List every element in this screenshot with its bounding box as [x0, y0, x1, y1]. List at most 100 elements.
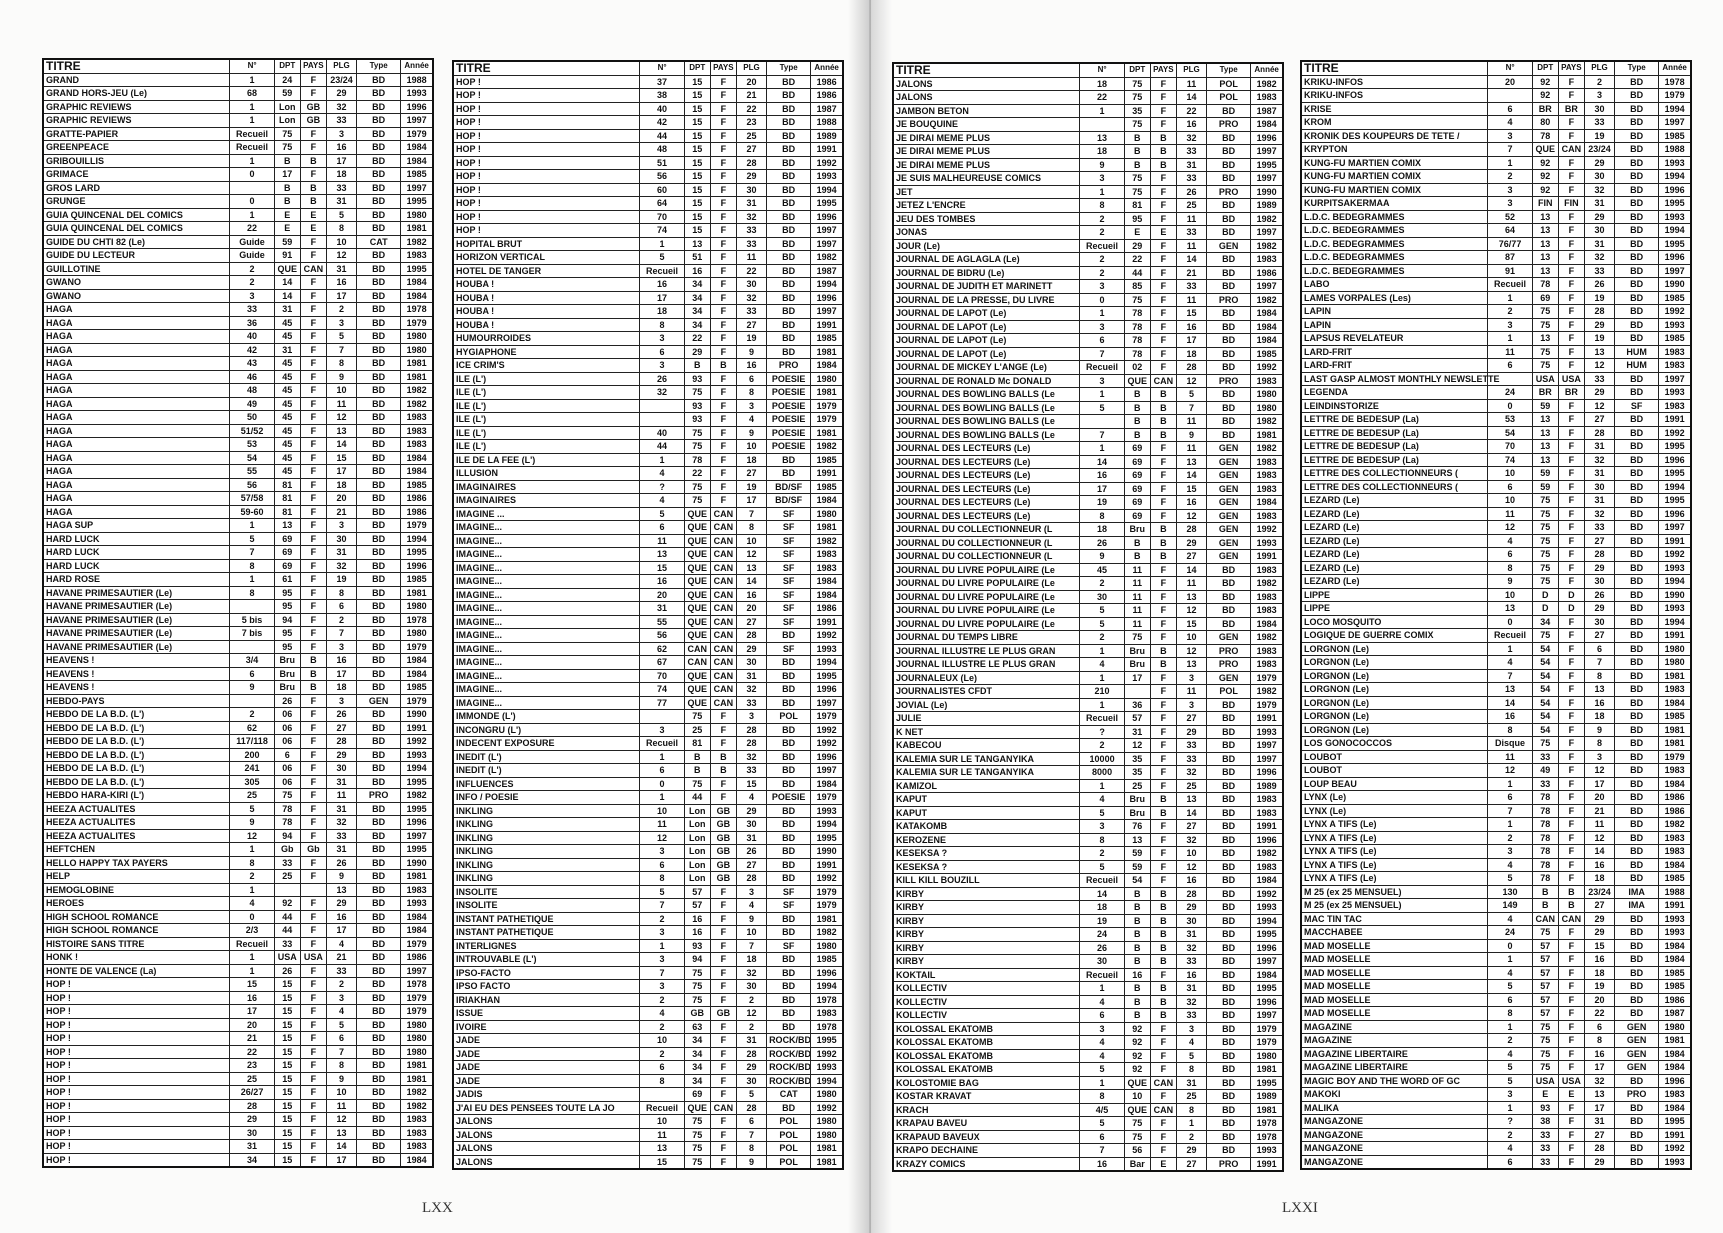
- entry-row: ILE (L') 93 F 3 POESIE 1979: [452, 398, 844, 413]
- cell: BD: [356, 1017, 402, 1032]
- cell: JOURNAL DU LIVRE POPULAIRE (Le: [892, 562, 1081, 577]
- cell: 7 bis: [229, 626, 275, 641]
- cell: HOTEL DE TANGER: [452, 263, 641, 278]
- cell: 1988: [810, 115, 844, 130]
- cell: BD: [766, 844, 812, 859]
- cell: LORGNON (Le): [1300, 709, 1489, 724]
- cell: 1983: [1250, 589, 1284, 604]
- entry-row: GRIMACE 0 17 F 18 BD 1985: [42, 167, 434, 182]
- cell: 14: [1175, 90, 1208, 105]
- cell: F: [1557, 763, 1585, 778]
- cell: F: [709, 331, 737, 346]
- cell: F: [1149, 481, 1177, 496]
- cell: LIPPE: [1300, 601, 1489, 616]
- cell: F: [709, 493, 737, 508]
- cell: 78: [1123, 319, 1151, 334]
- cell: LIPPE: [1300, 587, 1489, 602]
- cell: POESIE: [766, 371, 812, 386]
- cell: 13: [1175, 589, 1208, 604]
- cell: 54: [1531, 722, 1559, 737]
- cell: F: [1149, 117, 1177, 132]
- entry-row: MAGAZINE 1 75 F 6 GEN 1980: [1300, 1019, 1692, 1034]
- cell: BD: [766, 88, 812, 103]
- entry-row: LEZARD (Le) 9 75 F 30 BD 1994: [1300, 574, 1692, 589]
- entry-row: HEBDO DE LA B.D. (L') 2 06 F 26 BD 1990: [42, 707, 434, 722]
- cell: 29: [1583, 560, 1616, 575]
- cell: 1991: [1250, 549, 1284, 564]
- column-header: TITRE: [1300, 60, 1489, 76]
- cell: 19: [1079, 913, 1125, 928]
- cell: HAGA: [42, 329, 231, 344]
- cell: 06: [273, 720, 301, 735]
- cell: 2: [1079, 630, 1125, 645]
- cell: KOLLECTIV: [892, 981, 1081, 996]
- cell: 3: [325, 315, 358, 330]
- cell: HAGA: [42, 315, 231, 330]
- cell: 26: [1175, 184, 1208, 199]
- cell: BD: [1206, 130, 1252, 145]
- cell: SF: [766, 884, 812, 899]
- cell: 6: [1079, 333, 1125, 348]
- cell: F: [1149, 603, 1177, 618]
- cell: 1: [229, 153, 275, 168]
- cell: 75: [683, 439, 711, 454]
- cell: 8: [1079, 198, 1125, 213]
- cell: 3: [1487, 317, 1533, 332]
- cell: JADE: [452, 1073, 641, 1088]
- cell: CAN: [1557, 142, 1585, 157]
- cell: HOP !: [42, 1017, 231, 1032]
- cell: 15: [273, 1085, 301, 1100]
- cell: 19: [1583, 331, 1616, 346]
- cell: 13: [1123, 832, 1151, 847]
- cell: BD/SF: [766, 493, 812, 508]
- column-header: N°: [229, 58, 275, 74]
- cell: USA: [273, 950, 301, 965]
- cell: HUM: [1614, 344, 1660, 359]
- cell: BR: [1557, 385, 1585, 400]
- cell: KRACH: [892, 1102, 1081, 1117]
- cell: 13: [1531, 452, 1559, 467]
- cell: 1997: [810, 763, 844, 778]
- cell: 1997: [1658, 263, 1692, 278]
- cell: 1: [1079, 670, 1125, 685]
- cell: 5: [1079, 616, 1125, 631]
- cell: ?: [1079, 724, 1125, 739]
- entry-row: KEROZENE 8 13 F 32 BD 1996: [892, 832, 1284, 847]
- cell: B: [1149, 954, 1177, 969]
- cell: 12: [1175, 643, 1208, 658]
- cell: F: [1557, 209, 1585, 224]
- entry-row: IMAGINE... 77 QUE CAN 33 BD 1997: [452, 695, 844, 710]
- cell: F: [299, 828, 327, 843]
- cell: IMAGINE...: [452, 682, 641, 697]
- cell: 30: [1175, 913, 1208, 928]
- cell: BD: [356, 491, 402, 506]
- cell: 1984: [400, 153, 434, 168]
- entry-row: HEFTCHEN 1 Gb Gb 31 BD 1995: [42, 842, 434, 857]
- cell: 210: [1079, 684, 1125, 699]
- cell: IMA: [1614, 884, 1660, 899]
- cell: 27: [1583, 1127, 1616, 1142]
- cell: 31: [325, 261, 358, 276]
- cell: B: [1149, 535, 1177, 550]
- cell: 34: [683, 317, 711, 332]
- entry-row: INFLUENCES 0 75 F 15 BD 1984: [452, 776, 844, 791]
- cell: 28: [229, 1098, 275, 1113]
- entry-row: HAVANE PRIMESAUTIER (Le) 8 95 F 8 BD 1981: [42, 585, 434, 600]
- cell: 15: [325, 450, 358, 465]
- cell: B: [1123, 387, 1151, 402]
- cell: MAD MOSELLE: [1300, 1006, 1489, 1021]
- cell: 28: [1583, 1141, 1616, 1156]
- cell: LEZARD (Le): [1300, 533, 1489, 548]
- cell: 33: [735, 763, 768, 778]
- cell: 30: [1583, 614, 1616, 629]
- entry-row: LETTRE DE BEDESUP (La) 70 13 F 31 BD 1995: [1300, 439, 1692, 454]
- cell: F: [1557, 115, 1585, 130]
- cell: 1983: [810, 547, 844, 562]
- cell: 12: [1583, 830, 1616, 845]
- cell: JOURNAL DES BOWLING BALLS (Le: [892, 427, 1081, 442]
- cell: 7: [1175, 400, 1208, 415]
- cell: BD: [356, 99, 402, 114]
- cell: MACCHABEE: [1300, 925, 1489, 940]
- cell: SF: [766, 506, 812, 521]
- cell: 32: [1583, 452, 1616, 467]
